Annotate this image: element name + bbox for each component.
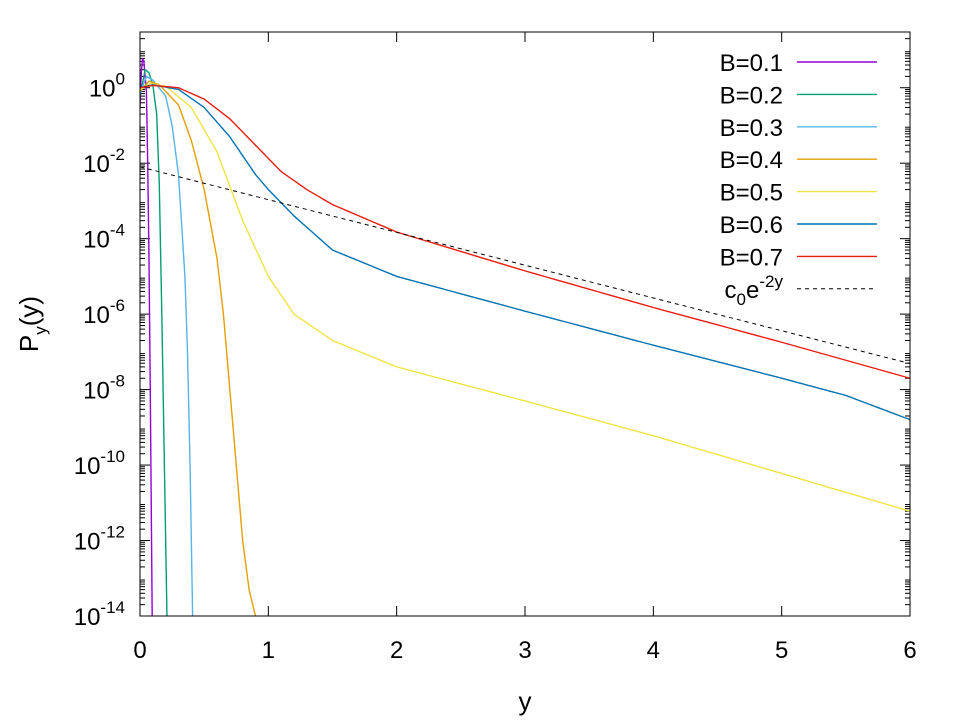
y-tick-base: 10 <box>74 529 101 556</box>
y-tick-base: 10 <box>83 151 110 178</box>
legend-label-4: B=0.5 <box>720 180 783 207</box>
y-tick-base: 10 <box>89 76 116 103</box>
y-tick-exp: -8 <box>110 372 125 391</box>
legend-label-part: e <box>746 277 759 304</box>
x-tick-label: 3 <box>518 637 531 664</box>
legend-label-1: B=0.2 <box>720 82 783 109</box>
y-tick-label: 10-6 <box>83 296 125 329</box>
y-tick-label: 10-10 <box>74 447 125 480</box>
plot-frame <box>139 31 911 617</box>
legend: B=0.1B=0.2B=0.3B=0.4B=0.5B=0.6B=0.7c0e-2… <box>720 50 877 309</box>
y-tick-label: 10-4 <box>83 221 125 254</box>
y-tick-exp: -12 <box>100 523 125 542</box>
y-tick-exp: -10 <box>100 447 125 466</box>
series-group <box>140 58 910 616</box>
x-tick-label: 5 <box>775 637 788 664</box>
y-tick-exp: 0 <box>116 70 125 89</box>
y-tick-label: 10-14 <box>74 598 125 631</box>
series-line-5 <box>140 84 910 421</box>
legend-label-2: B=0.3 <box>720 115 783 142</box>
y-tick-exp: -14 <box>100 598 125 617</box>
x-tick-label: 0 <box>133 637 146 664</box>
y-tick-label: 10-12 <box>74 523 125 556</box>
series-line-1 <box>140 68 168 616</box>
legend-label-5: B=0.6 <box>720 212 783 239</box>
x-axis-title: y <box>519 686 532 716</box>
x-tick-label: 4 <box>647 637 660 664</box>
y-axis-title-tail: (y) <box>14 296 44 326</box>
y-tick-base: 10 <box>74 453 101 480</box>
x-tick-label: 2 <box>390 637 403 664</box>
y-tick-exp: -4 <box>110 221 125 240</box>
y-tick-base: 10 <box>74 604 101 631</box>
legend-label-sub: 0 <box>737 290 746 309</box>
legend-label-7: c0e-2y <box>725 272 784 309</box>
legend-label-part: c <box>725 277 737 304</box>
y-tick-base: 10 <box>83 302 110 329</box>
y-axis-title-main: P <box>14 335 44 352</box>
y-tick-label: 10-8 <box>83 372 125 405</box>
x-tick-label: 6 <box>903 637 916 664</box>
series-line-4 <box>140 82 910 512</box>
y-tick-base: 10 <box>83 378 110 405</box>
y-tick-base: 10 <box>83 227 110 254</box>
y-tick-exp: -2 <box>110 145 125 164</box>
y-tick-exp: -6 <box>110 296 125 315</box>
legend-label-sup: -2y <box>759 272 783 291</box>
y-tick-label: 10-2 <box>83 145 125 178</box>
series-line-2 <box>140 75 194 616</box>
series-line-0 <box>140 58 153 616</box>
x-tick-label: 1 <box>262 637 275 664</box>
legend-label-6: B=0.7 <box>720 244 783 271</box>
y-axis-title: Py(y) <box>14 296 50 352</box>
legend-label-3: B=0.4 <box>720 147 783 174</box>
y-tick-label: 100 <box>89 70 125 103</box>
series-line-6 <box>140 84 910 379</box>
legend-label-0: B=0.1 <box>720 50 783 77</box>
tick-labels: 0 1 2 3 4 5 610-1410-1210-1010-810-610-410-210… <box>74 70 917 664</box>
y-axis-title-sub: y <box>31 326 50 335</box>
